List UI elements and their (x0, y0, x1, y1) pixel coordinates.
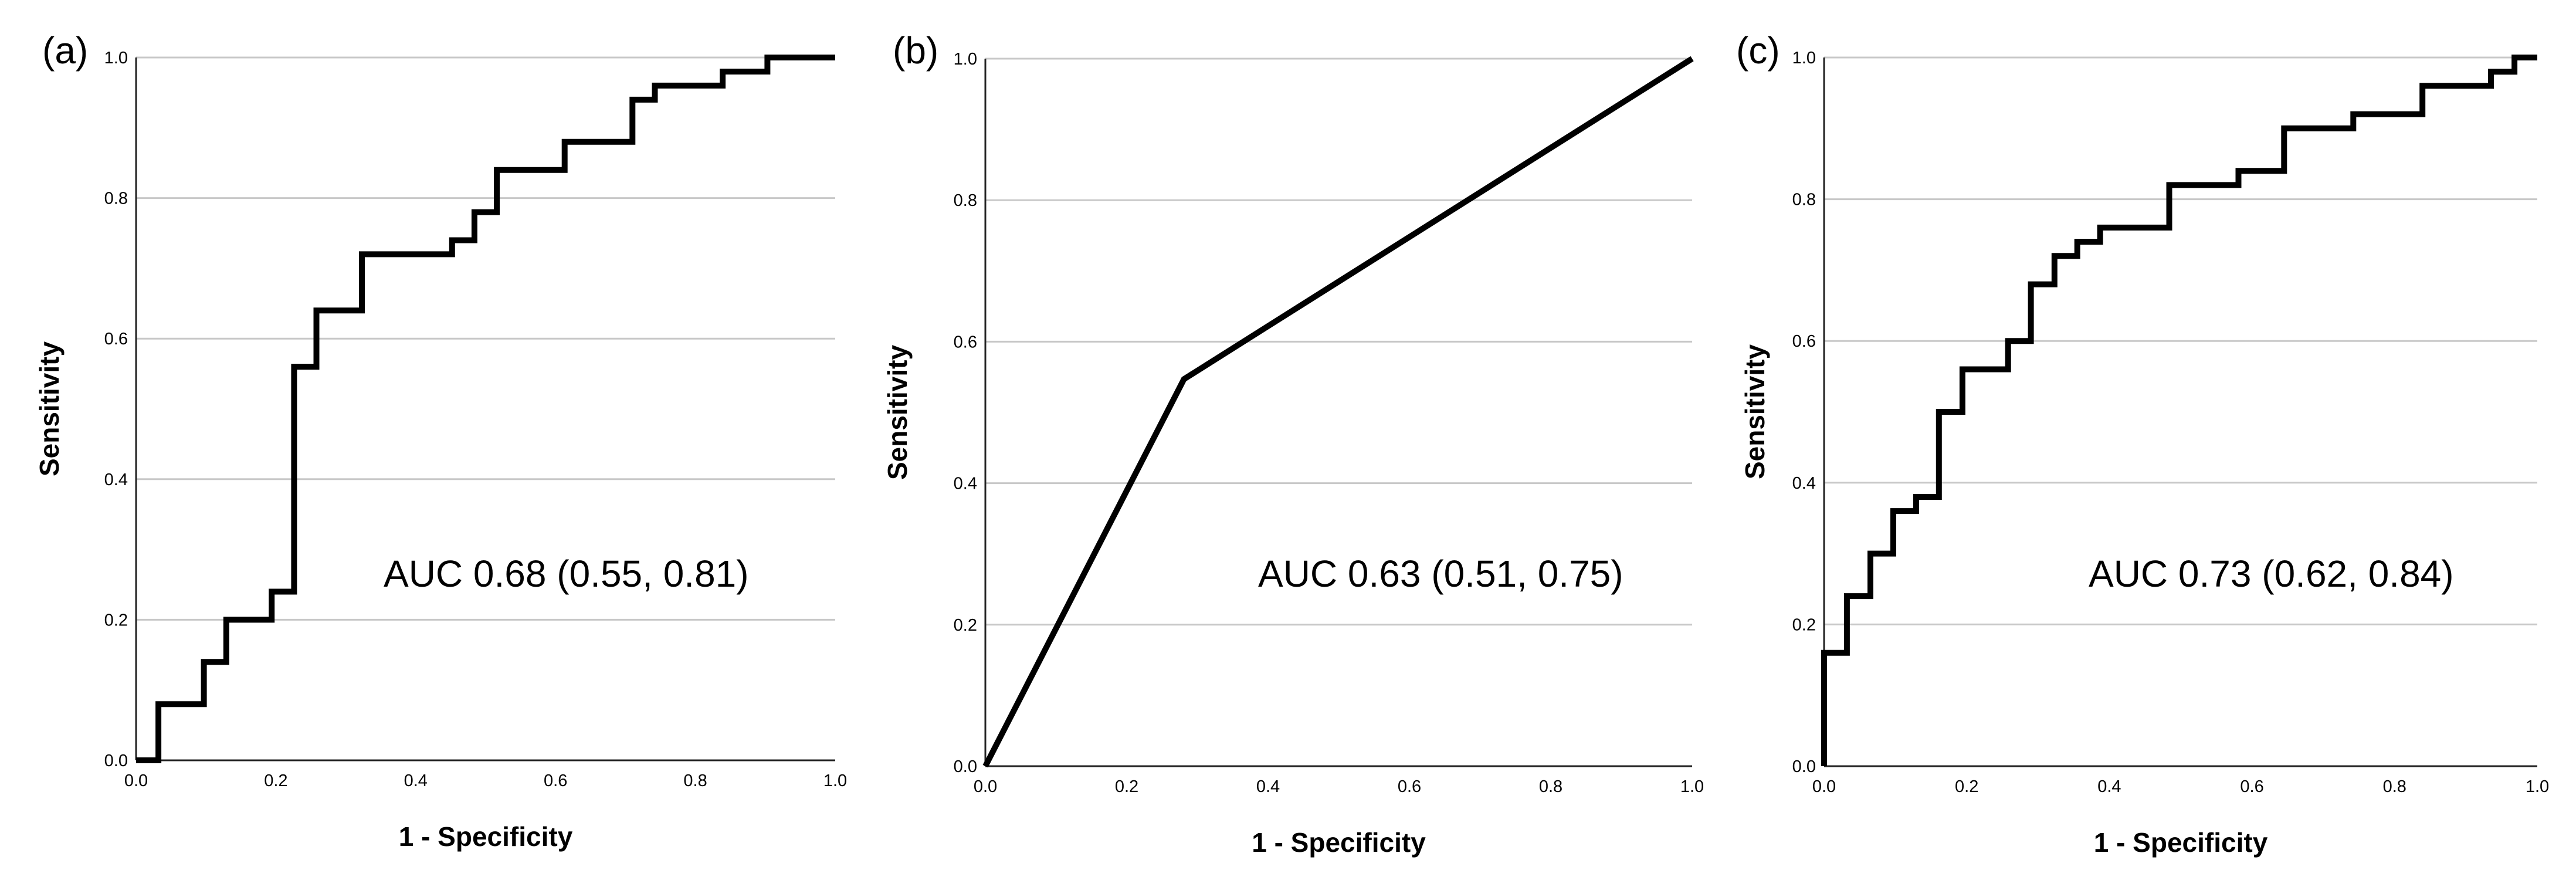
x-axis-title: 1 - Specificity (1252, 827, 1426, 858)
auc-annotation: AUC 0.68 (0.55, 0.81) (384, 553, 749, 595)
panel-label: (b) (893, 29, 938, 72)
y-tick-label: 1.0 (104, 49, 128, 67)
y-tick-label: 1.0 (954, 50, 977, 69)
y-tick-label: 0.0 (1792, 757, 1816, 776)
y-axis-title: Sensitivity (34, 341, 65, 477)
x-axis-title: 1 - Specificity (399, 821, 573, 852)
y-tick-label: 1.0 (1792, 49, 1816, 67)
x-tick-label: 0.2 (1115, 777, 1138, 796)
x-tick-label: 1.0 (823, 771, 847, 790)
y-tick-label: 0.6 (1792, 332, 1816, 351)
panel-label: (c) (1736, 29, 1780, 72)
y-tick-label: 0.8 (1792, 191, 1816, 209)
x-tick-label: 0.2 (1955, 777, 1978, 796)
roc-curve-line (982, 56, 1694, 768)
y-tick-label: 0.4 (104, 471, 128, 489)
x-tick-label: 1.0 (2526, 777, 2549, 796)
y-axis-title: Sensitivity (1740, 344, 1770, 480)
roc-panel: 0.0 0.2 0.4 0.6 0.8 1.0 0.0 0.2 0.4 0.6 0.8 1.0 1 - … (1736, 29, 2549, 858)
x-tick-label: 0.6 (1398, 777, 1421, 796)
panel-label: (a) (42, 29, 88, 72)
y-tick-label: 0.4 (1792, 474, 1816, 493)
x-tick-label: 1.0 (1680, 777, 1704, 796)
x-tick-label: 0.0 (124, 771, 148, 790)
x-tick-label: 0.4 (404, 771, 428, 790)
y-tick-label: 0.6 (954, 333, 977, 351)
x-tick-label: 0.0 (974, 777, 997, 796)
x-tick-label: 0.8 (1539, 777, 1562, 796)
y-tick-label: 0.2 (1792, 615, 1816, 634)
roc-curve-line (1821, 55, 2537, 766)
y-axis-title: Sensitivity (882, 345, 913, 480)
x-tick-label: 0.0 (1812, 777, 1836, 796)
y-tick-label: 0.2 (104, 611, 128, 629)
x-tick-label: 0.4 (1256, 777, 1280, 796)
auc-annotation: AUC 0.63 (0.51, 0.75) (1258, 553, 1623, 595)
x-tick-label: 0.8 (2383, 777, 2406, 796)
x-tick-label: 0.6 (544, 771, 567, 790)
auc-annotation: AUC 0.73 (0.62, 0.84) (2089, 553, 2454, 595)
roc-panel: 0.0 0.2 0.4 0.6 0.8 1.0 0.0 0.2 0.4 0.6 0.8 1.0 1 - … (882, 29, 1704, 858)
roc-panel: 0.0 0.2 0.4 0.6 0.8 1.0 0.0 0.2 0.4 0.6 0.8 1.0 1 - … (34, 29, 847, 852)
y-tick-label: 0.8 (954, 191, 977, 210)
y-tick-label: 0.6 (104, 330, 128, 348)
x-tick-label: 0.8 (683, 771, 707, 790)
x-tick-label: 0.2 (264, 771, 287, 790)
roc-curve-line (136, 55, 835, 763)
y-tick-label: 0.8 (104, 189, 128, 208)
x-tick-label: 0.6 (2240, 777, 2263, 796)
y-tick-label: 0.2 (954, 616, 977, 635)
x-axis-title: 1 - Specificity (2094, 827, 2268, 858)
y-tick-label: 0.0 (954, 757, 977, 776)
y-tick-label: 0.0 (104, 752, 128, 770)
x-tick-label: 0.4 (2097, 777, 2121, 796)
y-tick-label: 0.4 (954, 475, 977, 493)
